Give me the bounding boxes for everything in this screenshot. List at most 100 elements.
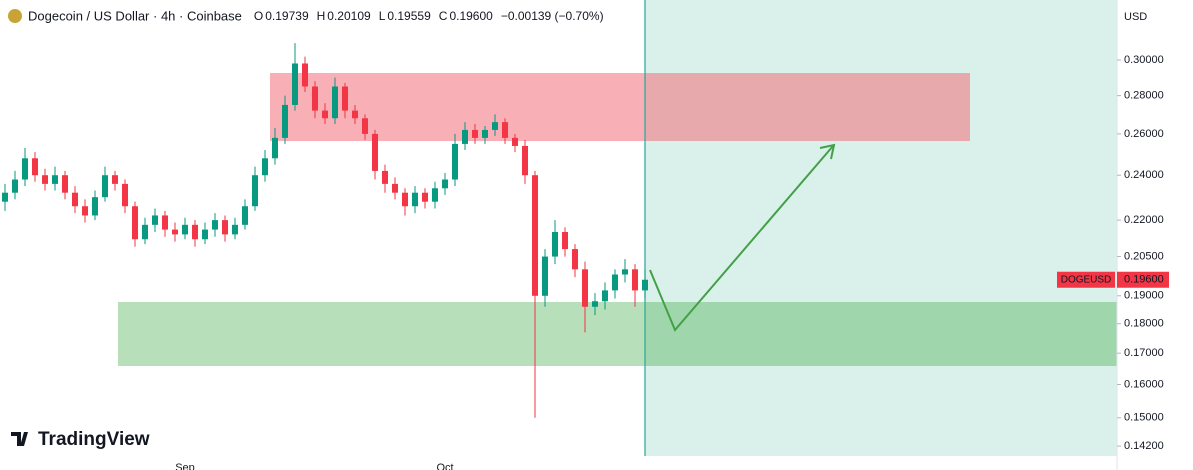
candle-body bbox=[422, 192, 428, 202]
candle-body bbox=[502, 122, 508, 138]
last-price-label: 0.19600 bbox=[1124, 274, 1164, 286]
candle-body bbox=[562, 231, 568, 250]
ohlc-header: O 0.19739 H 0.20109 L 0.19559 C 0.19600 −0.00139… bbox=[254, 9, 604, 23]
candle-body bbox=[332, 86, 338, 119]
candle-body bbox=[542, 256, 548, 296]
candle-body bbox=[382, 170, 388, 184]
y-tick-label: 0.20500 bbox=[1124, 250, 1164, 262]
ohlc-label: C bbox=[439, 9, 448, 23]
watermark: TradingView bbox=[38, 429, 150, 450]
candle-body bbox=[252, 175, 258, 207]
y-tick-label: 0.28000 bbox=[1124, 90, 1164, 102]
candle-body bbox=[492, 122, 498, 130]
candle-body bbox=[392, 183, 398, 193]
ohlc-label: H bbox=[317, 9, 326, 23]
y-tick-label: 0.19000 bbox=[1124, 290, 1164, 302]
y-tick-label: 0.22000 bbox=[1124, 214, 1164, 226]
candle-body bbox=[512, 137, 518, 146]
candle-body bbox=[452, 143, 458, 180]
logo-icon bbox=[11, 432, 28, 446]
y-tick-label: 0.14200 bbox=[1124, 440, 1164, 452]
ohlc-value: 0.20109 bbox=[327, 9, 371, 23]
candle-body bbox=[342, 86, 348, 111]
y-tick-label: 0.18000 bbox=[1124, 318, 1164, 330]
candle-body bbox=[202, 229, 208, 240]
arrow-head bbox=[819, 143, 836, 160]
candle-body bbox=[62, 175, 68, 193]
candle-body bbox=[592, 301, 598, 307]
candle-body bbox=[142, 224, 148, 240]
candle-body bbox=[582, 269, 588, 307]
currency: USD bbox=[1124, 11, 1147, 23]
y-tick-label: 0.30000 bbox=[1124, 54, 1164, 66]
y-tick-label: 0.17000 bbox=[1124, 347, 1164, 359]
candle-body bbox=[552, 231, 558, 257]
candle-body bbox=[442, 179, 448, 189]
candles bbox=[2, 43, 648, 418]
candle-body bbox=[212, 220, 218, 230]
candle-body bbox=[632, 269, 638, 291]
candle-body bbox=[432, 188, 438, 202]
candle-body bbox=[102, 175, 108, 198]
x-tick-label: Oct bbox=[436, 462, 453, 470]
candle-body bbox=[232, 224, 238, 235]
candle-body bbox=[12, 179, 18, 193]
candle-body bbox=[122, 183, 128, 207]
candle-body bbox=[52, 175, 58, 184]
symbol-tag bbox=[1057, 271, 1115, 288]
candle-body bbox=[242, 206, 248, 225]
coin-icon bbox=[8, 9, 22, 23]
ohlc-value: 0.19600 bbox=[449, 9, 493, 23]
candle-body bbox=[352, 110, 358, 119]
support-zone bbox=[118, 302, 1117, 366]
candle-body bbox=[192, 224, 198, 240]
candle-body bbox=[92, 197, 98, 216]
candle-body bbox=[162, 215, 168, 230]
candle-body bbox=[312, 86, 318, 111]
ohlc-label: O bbox=[254, 9, 263, 23]
chart-title: Dogecoin / US Dollar · 4h · Coinbase bbox=[28, 8, 242, 23]
candle-body bbox=[112, 175, 118, 184]
candle-body bbox=[132, 206, 138, 240]
price-tag bbox=[1117, 271, 1169, 288]
y-tick-label: 0.26000 bbox=[1124, 128, 1164, 140]
candle-body bbox=[82, 206, 88, 216]
y-tick-label: 0.24000 bbox=[1124, 169, 1164, 181]
x-tick-label: Sep bbox=[175, 462, 195, 470]
candle-body bbox=[72, 192, 78, 207]
resistance-zone bbox=[270, 73, 970, 141]
candle-body bbox=[372, 133, 378, 171]
symbol-label: DOGEUSD bbox=[1061, 274, 1112, 285]
candle-body bbox=[2, 192, 8, 202]
candle-body bbox=[172, 229, 178, 235]
logo: TradingView bbox=[11, 429, 150, 450]
candle-body bbox=[642, 279, 648, 291]
ohlc-label: L bbox=[379, 9, 386, 23]
candle-body bbox=[32, 158, 38, 176]
candle-body bbox=[282, 104, 288, 138]
projection-area bbox=[645, 0, 1117, 456]
candle-body bbox=[602, 290, 608, 302]
candle-body bbox=[22, 158, 28, 180]
candle-body bbox=[292, 63, 298, 105]
candle-body bbox=[42, 175, 48, 184]
candle-body bbox=[412, 192, 418, 207]
y-tick-label: 0.15000 bbox=[1124, 412, 1164, 424]
candle-body bbox=[222, 220, 228, 235]
candle-body bbox=[522, 145, 528, 176]
ohlc-value: 0.19559 bbox=[387, 9, 431, 23]
candle-body bbox=[482, 129, 488, 138]
candle-body bbox=[262, 158, 268, 176]
candle-body bbox=[402, 192, 408, 207]
candle-body bbox=[612, 274, 618, 291]
candle-body bbox=[462, 129, 468, 144]
candle-body bbox=[472, 129, 478, 138]
projection-arrow bbox=[649, 145, 834, 332]
y-tick-label: 0.16000 bbox=[1124, 378, 1164, 390]
candle-body bbox=[362, 118, 368, 134]
candle-body bbox=[302, 63, 308, 87]
candle-body bbox=[322, 110, 328, 119]
candle-body bbox=[152, 215, 158, 225]
candle-body bbox=[532, 175, 538, 296]
